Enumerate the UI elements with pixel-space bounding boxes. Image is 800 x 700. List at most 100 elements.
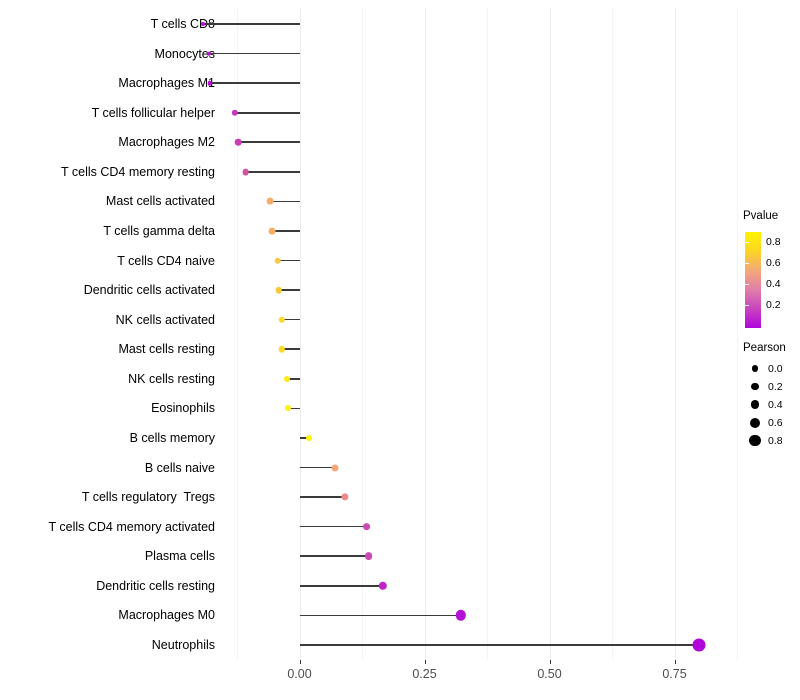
x-axis-tick-mark — [674, 660, 676, 664]
lollipop-dot[interactable] — [242, 168, 249, 176]
pearson-legend-dot-wrap — [744, 434, 766, 447]
lollipop-stem — [209, 82, 300, 84]
pearson-legend-dot-wrap — [744, 400, 766, 410]
lollipop-dot[interactable] — [278, 316, 285, 323]
y-axis-tick-label: NK cells resting — [128, 371, 215, 386]
lollipop-stem — [277, 259, 300, 262]
y-axis-tick-label: Dendritic cells activated — [83, 282, 215, 297]
lollipop-dot[interactable] — [278, 346, 285, 353]
pvalue-tick-mark — [745, 284, 749, 286]
lollipop-stem — [278, 289, 300, 291]
lollipop-dot[interactable] — [364, 552, 373, 561]
lollipop-dot[interactable] — [274, 257, 281, 264]
lollipop-stem — [238, 141, 300, 144]
y-axis-tick-label: Macrophages M2 — [118, 135, 215, 150]
pearson-legend-label: 0.2 — [768, 380, 783, 393]
lollipop-dot[interactable] — [378, 581, 388, 591]
lollipop-dot[interactable] — [455, 610, 466, 621]
pvalue-legend-title: Pvalue — [743, 210, 779, 222]
lollipop-dot[interactable] — [362, 522, 371, 531]
y-axis-tick-label: Eosinophils — [151, 401, 215, 416]
y-axis-tick-label: B cells naive — [144, 460, 215, 475]
pearson-legend-items: 0.0 0.2 0.4 0.6 0.8 — [742, 360, 800, 450]
legend-panel: Pvalue 0.8 0.6 0.4 0.2 Pearson 0.0 0.2 0.4 0.6… — [742, 210, 800, 460]
lollipop-stem — [235, 111, 300, 114]
pvalue-colorbar — [745, 232, 761, 328]
pearson-legend-title: Pearson — [743, 342, 786, 354]
x-axis-tick-mark — [299, 660, 301, 664]
pearson-legend-dot — [751, 382, 759, 391]
gridline-minor — [612, 8, 613, 660]
pearson-legend-item: 0.8 — [744, 432, 800, 450]
y-axis-tick-label: Plasma cells — [144, 549, 215, 563]
x-axis: 0.00 0.25 0.50 0.75 — [222, 660, 737, 700]
lollipop-stem — [245, 171, 300, 173]
gridline-major — [299, 8, 301, 660]
gridline-major — [674, 8, 676, 660]
y-axis-tick-label: Dendritic cells resting — [96, 578, 215, 593]
lollipop-dot[interactable] — [331, 464, 338, 472]
lollipop-dot[interactable] — [285, 405, 291, 412]
lollipop-dot[interactable] — [207, 80, 212, 86]
pearson-legend-dot — [749, 417, 761, 428]
x-axis-tick-label: 0.00 — [287, 667, 312, 681]
lollipop-stem — [299, 614, 461, 617]
lollipop-dot[interactable] — [692, 638, 706, 652]
gridline-minor — [737, 8, 738, 660]
y-axis-tick-label: T cells follicular helper — [91, 105, 215, 120]
y-axis-tick-label: T cells CD4 naive — [117, 253, 215, 268]
y-axis-tick-label: Monocytes — [154, 46, 215, 61]
y-axis-tick-label: Neutrophils — [151, 637, 215, 652]
lollipop-dot[interactable] — [341, 493, 349, 501]
pearson-legend-label: 0.8 — [768, 434, 783, 447]
lollipop-stem — [281, 348, 300, 351]
gridline-minor — [237, 8, 238, 660]
lollipop-stem — [299, 437, 309, 439]
y-axis-tick-label: B cells memory — [129, 430, 215, 445]
lollipop-dot[interactable] — [275, 286, 282, 294]
lollipop-dot[interactable] — [234, 138, 242, 146]
pearson-legend-dot-wrap — [744, 417, 766, 428]
pearson-legend-item: 0.0 — [744, 360, 800, 378]
y-axis-tick-label: Macrophages M0 — [118, 608, 215, 623]
lollipop-stem — [281, 318, 300, 321]
y-axis-tick-label: Macrophages M1 — [118, 75, 215, 90]
lollipop-stem — [288, 407, 300, 410]
x-axis-tick-mark — [424, 660, 426, 664]
pvalue-tick-label: 0.2 — [766, 299, 781, 312]
y-axis-tick-label: T cells regulatory Tregs — [81, 489, 215, 504]
lollipop-stem — [272, 230, 300, 232]
x-axis-tick-label: 0.25 — [412, 667, 437, 681]
pearson-legend-dot — [750, 400, 760, 410]
lollipop-stem — [270, 200, 300, 203]
y-axis-labels: T cells CD8 Monocytes Macrophages M1 T cell… — [0, 0, 216, 700]
y-axis-tick-label: Mast cells activated — [105, 194, 215, 209]
lollipop-dot[interactable] — [268, 227, 276, 235]
pearson-legend-dot — [749, 434, 761, 447]
lollipop-stem — [208, 52, 300, 55]
pearson-legend-item: 0.2 — [744, 378, 800, 396]
pearson-legend-label: 0.0 — [768, 362, 783, 375]
lollipop-stem — [299, 644, 699, 646]
lollipop-stem — [287, 378, 300, 380]
lollipop-dot[interactable] — [201, 22, 205, 26]
pearson-legend-dot-wrap — [744, 382, 766, 391]
lollipop-dot[interactable] — [206, 51, 211, 56]
pvalue-tick-mark — [745, 242, 749, 244]
lollipop-dot[interactable] — [266, 198, 274, 205]
pvalue-tick-mark — [745, 305, 749, 307]
y-axis-tick-label: NK cells activated — [115, 312, 215, 327]
lollipop-stem — [299, 496, 345, 498]
pvalue-tick-label: 0.6 — [766, 257, 781, 270]
x-axis-tick-label: 0.75 — [662, 667, 687, 681]
lollipop-stem — [299, 525, 367, 528]
lollipop-stem — [203, 23, 300, 25]
lollipop-dot[interactable] — [306, 434, 312, 441]
pearson-legend-label: 0.4 — [768, 398, 783, 411]
x-axis-tick-label: 0.50 — [537, 667, 562, 681]
lollipop-dot[interactable] — [284, 375, 290, 382]
plot-panel — [201, 8, 738, 660]
lollipop-dot[interactable] — [231, 109, 239, 116]
lollipop-stem — [299, 585, 383, 587]
